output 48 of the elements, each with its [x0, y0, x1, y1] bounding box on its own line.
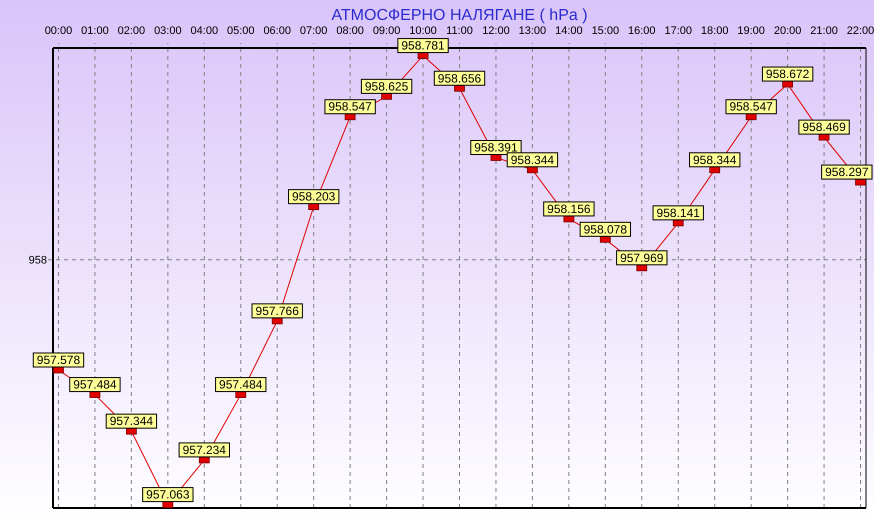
data-label: 958.203: [292, 190, 336, 204]
x-tick-label: 14:00: [555, 25, 583, 37]
x-tick-label: 13:00: [518, 25, 546, 37]
x-tick-label: 02:00: [118, 25, 146, 37]
data-label: 957.578: [36, 353, 80, 367]
data-label: 958.547: [328, 100, 372, 114]
data-label: 958.391: [474, 140, 518, 155]
data-label: 957.766: [256, 304, 300, 318]
data-label: 958.156: [547, 202, 591, 216]
data-label: 958.656: [438, 71, 482, 86]
x-tick-label: 05:00: [226, 25, 255, 37]
x-tick-label: 15:00: [592, 25, 620, 37]
x-tick-label: 09:00: [372, 25, 400, 37]
x-tick-label: 08:00: [336, 25, 364, 37]
x-tick-label: 22:00: [846, 25, 874, 37]
x-tick-label: 20:00: [774, 25, 802, 37]
data-label: 958.672: [766, 67, 810, 82]
x-tick-label: 19:00: [737, 25, 765, 37]
data-label: 957.234: [182, 442, 226, 457]
data-label: 958.781: [401, 38, 446, 53]
ref-line-label: 958: [28, 254, 47, 267]
x-tick-label: 03:00: [154, 25, 182, 37]
x-tick-label: 21:00: [810, 25, 838, 37]
chart-title: АТМОСФЕРНО НАЛЯГАНЕ ( hPa ): [331, 7, 588, 24]
data-label: 958.141: [656, 206, 700, 220]
data-label: 957.484: [73, 378, 117, 392]
x-tick-label: 01:00: [81, 25, 109, 37]
x-tick-label: 11:00: [446, 25, 473, 37]
x-tick-label: 17:00: [664, 25, 692, 37]
x-tick-label: 16:00: [628, 25, 656, 37]
data-label: 957.344: [110, 414, 154, 428]
x-tick-label: 07:00: [300, 25, 328, 37]
x-tick-label: 00:00: [44, 25, 72, 37]
data-label: 958.469: [802, 120, 846, 134]
x-tick-label: 06:00: [263, 25, 291, 37]
data-label: 958.547: [729, 100, 774, 114]
data-label: 958.078: [584, 222, 628, 236]
x-tick-label: 18:00: [700, 25, 728, 37]
data-label: 958.297: [825, 165, 869, 180]
data-label: 958.344: [693, 152, 737, 167]
x-tick-label: 10:00: [409, 25, 437, 37]
data-label: 957.063: [146, 488, 190, 502]
data-label: 957.484: [219, 378, 263, 392]
data-label: 957.969: [620, 250, 664, 265]
data-label: 958.344: [510, 152, 554, 167]
x-tick-label: 04:00: [190, 25, 218, 37]
x-tick-label: 12:00: [482, 25, 510, 37]
data-label: 958.625: [364, 79, 409, 94]
